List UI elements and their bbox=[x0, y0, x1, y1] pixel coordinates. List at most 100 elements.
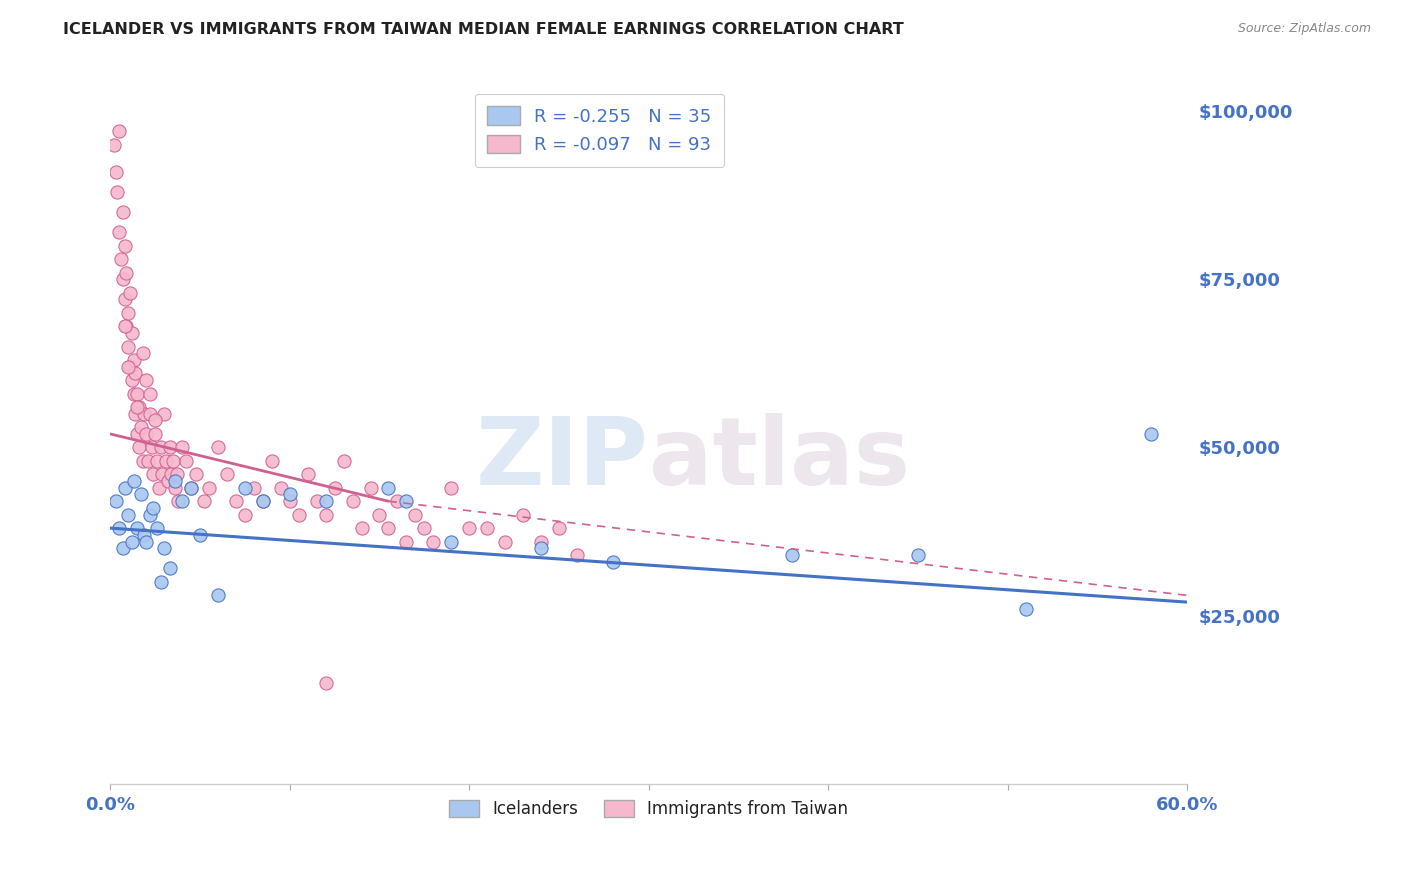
Point bbox=[117, 508, 139, 522]
Point bbox=[135, 373, 157, 387]
Point bbox=[159, 441, 181, 455]
Point bbox=[207, 441, 229, 455]
Point bbox=[127, 521, 149, 535]
Point bbox=[111, 205, 134, 219]
Point bbox=[117, 359, 139, 374]
Point bbox=[114, 481, 136, 495]
Point bbox=[153, 407, 176, 421]
Point bbox=[172, 441, 194, 455]
Point bbox=[162, 454, 184, 468]
Point bbox=[118, 285, 141, 300]
Point bbox=[172, 494, 194, 508]
Point bbox=[114, 238, 136, 252]
Point bbox=[548, 521, 571, 535]
Point bbox=[139, 407, 162, 421]
Point bbox=[149, 574, 172, 589]
Point bbox=[148, 481, 170, 495]
Point bbox=[121, 534, 143, 549]
Point bbox=[494, 534, 516, 549]
Point bbox=[315, 494, 337, 508]
Point bbox=[136, 454, 159, 468]
Point bbox=[512, 508, 534, 522]
Point bbox=[323, 481, 346, 495]
Point bbox=[315, 676, 337, 690]
Point bbox=[163, 474, 186, 488]
Point bbox=[115, 266, 138, 280]
Point bbox=[134, 407, 156, 421]
Point bbox=[107, 185, 129, 199]
Point bbox=[142, 467, 165, 482]
Point bbox=[180, 481, 202, 495]
Point bbox=[440, 481, 463, 495]
Point bbox=[565, 548, 588, 562]
Point bbox=[215, 467, 238, 482]
Point bbox=[166, 467, 188, 482]
Point bbox=[440, 534, 463, 549]
Point bbox=[368, 508, 391, 522]
Point bbox=[530, 534, 553, 549]
Point bbox=[122, 474, 145, 488]
Text: atlas: atlas bbox=[648, 413, 910, 505]
Legend: Icelanders, Immigrants from Taiwan: Icelanders, Immigrants from Taiwan bbox=[443, 793, 855, 825]
Point bbox=[160, 467, 183, 482]
Point bbox=[115, 319, 138, 334]
Point bbox=[377, 481, 399, 495]
Point bbox=[110, 252, 132, 266]
Point bbox=[360, 481, 382, 495]
Point bbox=[127, 386, 149, 401]
Point bbox=[167, 494, 190, 508]
Point bbox=[108, 225, 131, 239]
Text: ICELANDER VS IMMIGRANTS FROM TAIWAN MEDIAN FEMALE EARNINGS CORRELATION CHART: ICELANDER VS IMMIGRANTS FROM TAIWAN MEDI… bbox=[63, 22, 904, 37]
Point bbox=[122, 386, 145, 401]
Point bbox=[907, 548, 929, 562]
Point bbox=[252, 494, 274, 508]
Point bbox=[134, 528, 156, 542]
Point bbox=[332, 454, 354, 468]
Point bbox=[108, 521, 131, 535]
Point bbox=[225, 494, 247, 508]
Point bbox=[141, 441, 163, 455]
Point bbox=[122, 353, 145, 368]
Point bbox=[139, 508, 162, 522]
Point bbox=[121, 373, 143, 387]
Point bbox=[350, 521, 373, 535]
Text: ZIP: ZIP bbox=[475, 413, 648, 505]
Point bbox=[153, 541, 176, 556]
Point bbox=[233, 508, 256, 522]
Point bbox=[135, 534, 157, 549]
Point bbox=[174, 454, 197, 468]
Point bbox=[186, 467, 208, 482]
Point bbox=[142, 500, 165, 515]
Point bbox=[104, 494, 127, 508]
Point bbox=[114, 319, 136, 334]
Point bbox=[207, 588, 229, 602]
Point bbox=[127, 426, 149, 441]
Point bbox=[150, 467, 173, 482]
Point bbox=[114, 293, 136, 307]
Point bbox=[233, 481, 256, 495]
Point bbox=[108, 124, 131, 138]
Point bbox=[530, 541, 553, 556]
Point bbox=[1140, 426, 1163, 441]
Point bbox=[270, 481, 292, 495]
Point bbox=[146, 454, 169, 468]
Point bbox=[143, 413, 166, 427]
Point bbox=[260, 454, 283, 468]
Point bbox=[458, 521, 481, 535]
Point bbox=[111, 272, 134, 286]
Point bbox=[117, 339, 139, 353]
Point bbox=[139, 386, 162, 401]
Point bbox=[395, 534, 418, 549]
Point bbox=[1014, 602, 1036, 616]
Point bbox=[103, 137, 125, 152]
Point bbox=[128, 400, 150, 414]
Point bbox=[104, 164, 127, 178]
Point bbox=[278, 487, 301, 501]
Point bbox=[111, 541, 134, 556]
Point bbox=[387, 494, 409, 508]
Point bbox=[243, 481, 266, 495]
Point bbox=[404, 508, 426, 522]
Point bbox=[188, 528, 211, 542]
Point bbox=[780, 548, 803, 562]
Point bbox=[198, 481, 221, 495]
